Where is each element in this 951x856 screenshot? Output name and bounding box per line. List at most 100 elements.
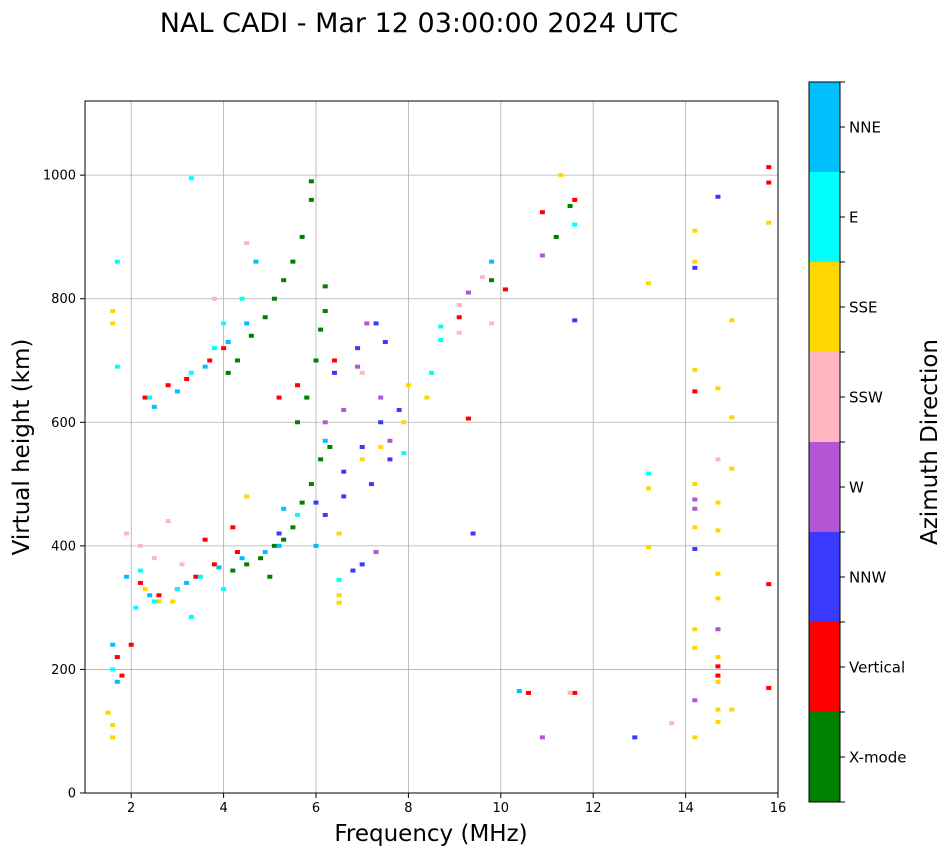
echo-point-x-mode — [553, 234, 559, 239]
echo-point-sse — [336, 593, 342, 598]
colorbar: X-mode Vertical NNW W SSW SSE E NNE — [808, 81, 906, 803]
echo-point-vertical — [295, 383, 301, 388]
echo-point-ssw — [489, 321, 495, 326]
echo-point-sse — [715, 571, 721, 576]
echo-point-w — [715, 627, 721, 632]
echo-point-x-mode — [322, 284, 328, 289]
echo-point-e — [438, 324, 444, 329]
echo-point-sse — [729, 415, 735, 420]
echo-point-ssw — [715, 457, 721, 462]
echo-point-e — [174, 587, 180, 592]
echo-point-vertical — [207, 358, 213, 363]
echo-point-sse — [105, 710, 111, 715]
colorbar-tick-label: SSE — [849, 299, 878, 317]
y-axis-label: Virtual height (km) — [9, 339, 35, 556]
echo-point-e — [188, 614, 194, 619]
echo-point-sse — [692, 228, 698, 233]
echo-point-sse — [692, 525, 698, 530]
echo-point-sse — [715, 679, 721, 684]
echo-point-w — [539, 735, 545, 740]
echo-point-x-mode — [290, 525, 296, 530]
echo-point-sse — [692, 482, 698, 487]
echo-point-nne — [489, 259, 495, 264]
echo-point-ssw — [211, 296, 217, 301]
echo-point-sse — [646, 281, 652, 286]
colorbar-segment-nne — [809, 82, 840, 172]
echo-point-vertical — [114, 655, 120, 660]
colorbar-segment-vertical — [809, 622, 840, 712]
echo-point-w — [364, 321, 370, 326]
x-tick-label: 16 — [770, 801, 787, 816]
echo-point-nne — [322, 438, 328, 443]
y-tick-label: 0 — [68, 787, 76, 802]
echo-point-vertical — [766, 582, 772, 587]
echo-point-e — [114, 364, 120, 369]
echo-point-e — [646, 471, 652, 476]
echo-point-nne — [225, 339, 231, 344]
echo-point-x-mode — [567, 204, 573, 209]
echo-point-x-mode — [308, 197, 314, 202]
echo-point-vertical — [715, 673, 721, 678]
echo-point-sse — [729, 318, 735, 323]
colorbar-segment-sse — [809, 262, 840, 352]
echo-point-e — [147, 395, 153, 400]
echo-point-nne — [147, 593, 153, 598]
colorbar-segment-nnw — [809, 532, 840, 622]
plot-area-frame — [84, 100, 779, 794]
colorbar-segment-ssw — [809, 352, 840, 442]
echo-point-vertical — [202, 537, 208, 542]
echo-point-ssw — [244, 241, 250, 246]
colorbar-tick-label: Vertical — [849, 659, 905, 677]
x-tick-label: 6 — [312, 801, 320, 816]
echo-point-ssw — [456, 330, 462, 335]
colorbar-tick-label: X-mode — [849, 749, 906, 767]
echo-point-vertical — [230, 525, 236, 530]
colorbar-segment-x-mode — [809, 712, 840, 802]
echo-point-x-mode — [244, 562, 250, 567]
echo-point-vertical — [766, 180, 772, 185]
echo-point-nne — [151, 404, 157, 409]
echo-point-nnw — [322, 512, 328, 517]
echo-point-x-mode — [313, 358, 319, 363]
echo-point-nne — [216, 565, 222, 570]
echo-point-vertical — [766, 165, 772, 170]
echo-point-nnw — [396, 407, 402, 412]
echo-point-w — [341, 407, 347, 412]
echo-point-ssw — [456, 302, 462, 307]
echo-point-ssw — [179, 562, 185, 567]
echo-point-sse — [170, 599, 176, 604]
echo-point-sse — [715, 596, 721, 601]
echo-point-nnw — [331, 370, 337, 375]
echo-point-sse — [110, 735, 116, 740]
echo-point-w — [539, 253, 545, 258]
echo-point-w — [378, 395, 384, 400]
echo-point-x-mode — [308, 179, 314, 184]
echo-point-nne — [174, 389, 180, 394]
echo-point-x-mode — [234, 358, 240, 363]
echo-point-e — [137, 568, 143, 573]
y-tick-label: 600 — [51, 416, 76, 431]
echo-point-sse — [401, 420, 407, 425]
echo-point-ssw — [669, 721, 675, 726]
echo-point-nnw — [692, 265, 698, 270]
echo-point-sse — [244, 494, 250, 499]
colorbar-tick-label: W — [849, 479, 864, 497]
echo-point-w — [692, 506, 698, 511]
echo-point-nnw — [470, 531, 476, 536]
echo-point-vertical — [234, 550, 240, 555]
echo-point-x-mode — [271, 543, 277, 548]
echo-point-x-mode — [230, 568, 236, 573]
echo-point-x-mode — [295, 420, 301, 425]
y-tick-label: 400 — [51, 539, 76, 554]
echo-point-nnw — [632, 735, 638, 740]
echo-point-vertical — [211, 562, 217, 567]
echo-point-nnw — [715, 194, 721, 199]
echo-point-e — [572, 222, 578, 227]
echo-point-sse — [692, 259, 698, 264]
echo-point-nne — [516, 689, 522, 694]
echo-point-nne — [202, 364, 208, 369]
colorbar-tick-label: NNE — [849, 119, 881, 137]
echo-point-nne — [313, 543, 319, 548]
colorbar-segment-w — [809, 442, 840, 532]
